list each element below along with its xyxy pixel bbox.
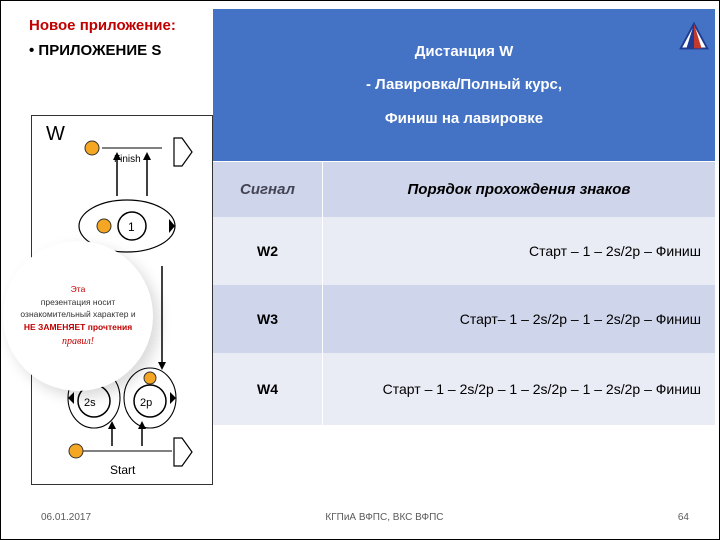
cell-signal: W4 (213, 353, 323, 425)
header-title: Новое приложение: (29, 15, 219, 38)
table-header-row: Сигнал Порядок прохождения знаков (213, 161, 715, 217)
diagram-label-w: W (46, 123, 65, 145)
cell-order: Старт – 1 – 2s/2p – Финиш (323, 217, 715, 285)
disclaimer-line3: НЕ ЗАМЕНЯЕТ прочтения (24, 322, 132, 333)
table-row: W4 Старт – 1 – 2s/2p – 1 – 2s/2p – 1 – 2… (213, 353, 715, 425)
disclaimer-line2: презентация носит ознакомительный характ… (17, 297, 139, 319)
cell-signal: W3 (213, 285, 323, 353)
footer: 06.01.2017 КГПиА ВФПС, ВКС ВФПС 64 (41, 512, 689, 523)
disclaimer-line1: Эта (71, 284, 86, 295)
table-row: W3 Старт– 1 – 2s/2p – 1 – 2s/2p – Финиш (213, 285, 715, 353)
header-bullet: • ПРИЛОЖЕНИЕ S (29, 40, 219, 63)
cell-order: Старт – 1 – 2s/2p – 1 – 2s/2p – 1 – 2s/2… (323, 353, 715, 425)
slide: Новое приложение: • ПРИЛОЖЕНИЕ S Дистанц… (0, 0, 720, 540)
svg-text:Start: Start (110, 463, 136, 477)
svg-text:2p: 2p (140, 397, 152, 409)
course-line1: Дистанция W (213, 42, 715, 62)
svg-text:2s: 2s (84, 397, 96, 409)
cell-signal: W2 (213, 217, 323, 285)
footer-page: 64 (678, 512, 689, 523)
course-line3: Финиш на лавировке (213, 109, 715, 129)
course-line2: - Лавировка/Полный курс, (213, 75, 715, 95)
table-row: W2 Старт – 1 – 2s/2p – Финиш (213, 217, 715, 285)
svg-text:1: 1 (128, 220, 135, 234)
disclaimer-line4: правил! (62, 335, 94, 348)
course-header: Дистанция W - Лавировка/Полный курс, Фин… (213, 9, 715, 161)
logo-icon (675, 21, 713, 53)
footer-center: КГПиА ВФПС, ВКС ВФПС (91, 512, 678, 523)
header-left: Новое приложение: • ПРИЛОЖЕНИЕ S (29, 15, 219, 62)
cell-order: Старт– 1 – 2s/2p – 1 – 2s/2p – Финиш (323, 285, 715, 353)
col-header-signal: Сигнал (213, 162, 323, 217)
col-header-order: Порядок прохождения знаков (323, 162, 715, 217)
footer-date: 06.01.2017 (41, 512, 91, 523)
disclaimer-circle: Эта презентация носит ознакомительный ха… (3, 241, 153, 391)
